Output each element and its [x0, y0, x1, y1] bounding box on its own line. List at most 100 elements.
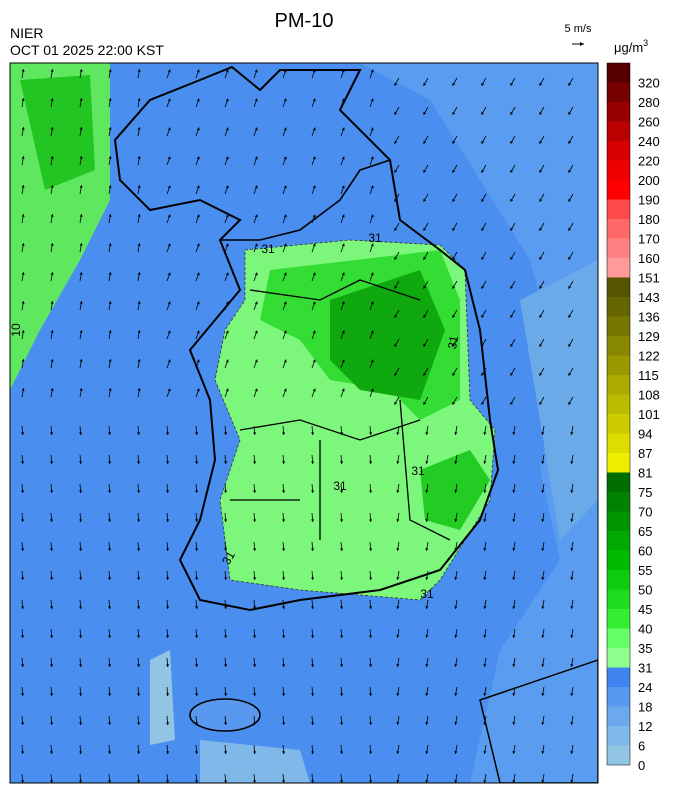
wind-arrow-head — [167, 301, 171, 305]
wind-arrow-head — [423, 140, 427, 144]
wind-arrow-head — [423, 285, 427, 289]
wind-arrow-head — [50, 156, 54, 159]
wind-arrow-head — [108, 330, 112, 333]
colorbar-segment — [607, 277, 630, 297]
wind-arrow-head — [341, 243, 345, 247]
wind-arrow-head — [369, 577, 373, 580]
wind-arrow-head — [341, 214, 345, 218]
wind-arrow-head — [568, 401, 572, 405]
wind-arrow-head — [108, 780, 112, 783]
wind-arrow-head — [225, 359, 229, 363]
wind-arrow-head — [196, 214, 200, 218]
wind-arrow-head — [21, 751, 25, 754]
wind-arrow-head — [283, 272, 287, 276]
wind-arrow-head — [137, 519, 141, 522]
wind-arrow-head — [137, 461, 141, 464]
wind-arrow-head — [370, 185, 374, 189]
wind-arrow-head — [481, 198, 485, 202]
wind-arrow-head — [425, 606, 429, 609]
wind-arrow-head — [570, 751, 574, 754]
wind-arrow-head — [195, 490, 199, 493]
wind-arrow-head — [425, 780, 429, 783]
wind-arrow-head — [21, 606, 25, 609]
map-frame — [9, 62, 599, 784]
wind-arrow-head — [510, 343, 514, 347]
wind-arrow-head — [396, 519, 400, 522]
wind-arrow-head — [481, 401, 485, 405]
wind-arrow-head — [481, 343, 485, 347]
wind-arrow-head — [21, 330, 25, 333]
wind-arrow-head — [570, 519, 574, 522]
wind-arrow-head — [452, 227, 456, 231]
wind-arrow-head — [108, 751, 112, 754]
wind-arrow-head — [454, 693, 458, 696]
colorbar-segment — [607, 648, 630, 668]
wind-arrow-head — [253, 577, 257, 580]
wind-arrow-head — [195, 461, 199, 464]
wind-arrow-head — [196, 69, 200, 73]
colorbar-segment — [607, 336, 630, 356]
wind-arrow-head — [483, 664, 487, 667]
wind-arrow-head — [166, 722, 170, 725]
colorbar-segment — [607, 726, 630, 746]
wind-arrow-head — [21, 490, 25, 493]
wind-arrow-head — [21, 461, 25, 464]
wind-arrow-head — [312, 330, 316, 334]
wind-arrow-head — [50, 548, 54, 551]
wind-arrow-head — [50, 69, 54, 72]
wind-arrow-head — [195, 606, 199, 609]
colorbar-label: 45 — [638, 602, 652, 617]
colorbar-label: 122 — [638, 349, 660, 364]
wind-arrow-head — [481, 314, 485, 318]
wind-arrow-head — [539, 372, 543, 376]
wind-arrow-head — [225, 98, 229, 102]
wind-arrow-head — [166, 635, 170, 638]
colorbar-segment — [607, 141, 630, 161]
wind-arrow-head — [166, 577, 170, 580]
wind-arrow-head — [568, 111, 572, 115]
wind-arrow-head — [282, 693, 286, 696]
wind-arrow-head — [370, 243, 374, 247]
wind-arrow-head — [137, 780, 141, 783]
wind-arrow-head — [311, 635, 315, 638]
wind-arrow-head — [21, 127, 25, 130]
wind-arrow-head — [253, 693, 257, 696]
wind-arrow-head — [195, 722, 199, 725]
colorbar-label: 75 — [638, 485, 652, 500]
wind-arrow-head — [79, 722, 83, 725]
wind-arrow-head — [21, 548, 25, 551]
wind-arrow-head — [50, 751, 54, 754]
wind-arrow-head — [483, 432, 487, 435]
wind-arrow-head — [311, 432, 315, 435]
wind-arrow-head — [425, 722, 429, 725]
wind-arrow-head — [195, 751, 199, 754]
wind-arrow-head — [253, 461, 257, 464]
wind-arrow-head — [167, 214, 171, 218]
colorbar-segment — [607, 258, 630, 278]
wind-arrow-head — [224, 780, 228, 783]
wind-arrow-head — [166, 693, 170, 696]
wind-arrow-head — [541, 490, 545, 493]
wind-arrow-head — [108, 635, 112, 638]
wind-arrow-head — [394, 343, 398, 347]
wind-arrow-head — [196, 98, 200, 102]
colorbar-segment — [607, 219, 630, 239]
colorbar: 0 6 12 18 24 31 35 40 45 50 55 60 65 70 75 81 87 94 101 108… — [606, 62, 660, 773]
wind-arrow-head — [50, 635, 54, 638]
wind-arrow-head — [108, 156, 112, 159]
colorbar-label: 280 — [638, 95, 660, 110]
colorbar-label: 87 — [638, 446, 652, 461]
wind-arrow-head — [166, 461, 170, 464]
wind-arrow-head — [481, 169, 485, 173]
colorbar-label: 94 — [638, 427, 652, 442]
wind-arrow-head — [454, 577, 458, 580]
wind-arrow-head — [312, 214, 316, 218]
japan-coast — [479, 659, 598, 783]
wind-arrow-head — [50, 127, 54, 130]
wind-arrow-head — [79, 664, 83, 667]
wind-arrow-head — [108, 388, 112, 391]
wind-arrow-head — [283, 156, 287, 160]
wind-arrow-head — [50, 722, 54, 725]
wind-arrow-head — [311, 722, 315, 725]
wind-arrow-head — [396, 490, 400, 493]
